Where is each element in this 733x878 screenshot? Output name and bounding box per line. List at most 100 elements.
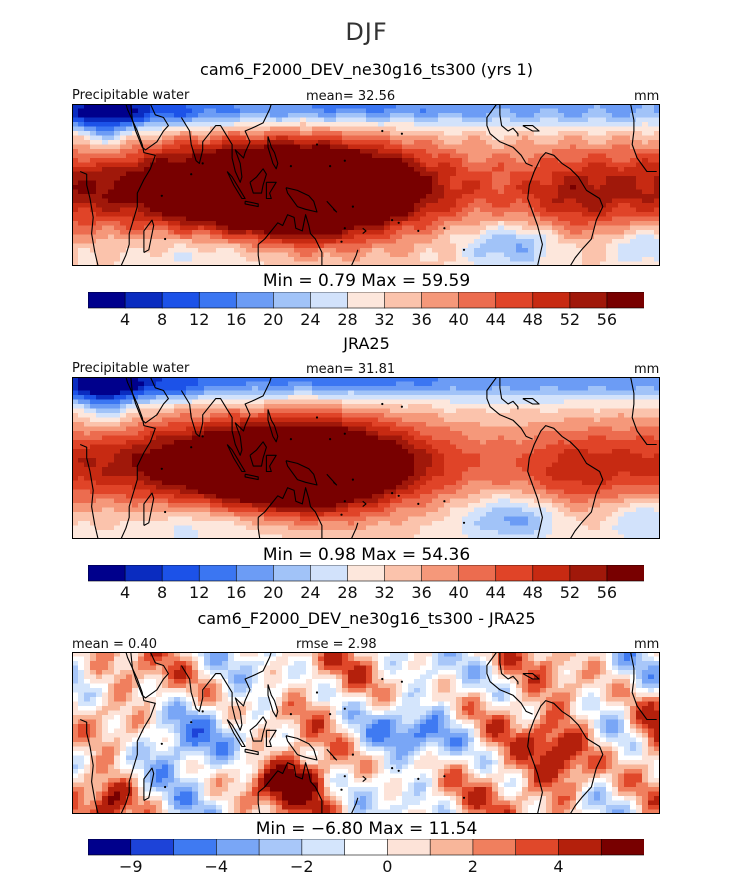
contour-cell: [612, 435, 619, 441]
contour-cell: [78, 239, 85, 245]
contour-cell: [462, 234, 469, 240]
contour-cell: [210, 435, 217, 441]
contour-cell: [306, 377, 313, 383]
contour-cell: [390, 261, 397, 266]
contour-cell: [252, 104, 259, 110]
contour-cell: [474, 413, 481, 419]
contour-cell: [258, 185, 265, 191]
contour-cell: [630, 207, 637, 213]
contour-cell: [276, 140, 283, 146]
contour-cell: [636, 185, 643, 191]
contour-cell: [528, 167, 535, 173]
contour-cell: [246, 381, 253, 387]
contour-cell: [438, 435, 445, 441]
contour-cell: [630, 108, 637, 114]
contour-cell: [216, 426, 223, 432]
contour-cell: [120, 377, 127, 383]
contour-cell: [384, 113, 391, 119]
contour-cell: [612, 117, 619, 123]
contour-cell: [114, 198, 121, 204]
contour-cell: [72, 194, 79, 200]
contour-cell: [312, 230, 319, 236]
contour-cell: [372, 117, 379, 123]
contour-cell: [510, 122, 517, 128]
contour-cell: [354, 381, 361, 387]
contour-cell: [450, 377, 457, 383]
contour-cell: [540, 212, 547, 218]
contour-cell: [432, 117, 439, 123]
contour-cell: [612, 243, 619, 249]
contour-cell: [402, 194, 409, 200]
contour-cell: [474, 185, 481, 191]
contour-cell: [336, 221, 343, 227]
contour-cell: [636, 395, 643, 401]
contour-cell: [276, 230, 283, 236]
contour-cell: [498, 408, 505, 414]
contour-cell: [186, 431, 193, 437]
contour-cell: [186, 104, 193, 110]
contour-cell: [240, 135, 247, 141]
contour-cell: [186, 185, 193, 191]
contour-cell: [132, 140, 139, 146]
contour-cell: [372, 431, 379, 437]
contour-cell: [504, 176, 511, 182]
contour-cell: [600, 131, 607, 137]
contour-cell: [150, 104, 157, 110]
contour-cell: [414, 221, 421, 227]
contour-cell: [414, 257, 421, 263]
contour-cell: [234, 408, 241, 414]
contour-cell: [396, 140, 403, 146]
contour-cell: [576, 252, 583, 258]
contour-cell: [408, 149, 415, 155]
contour-cell: [540, 144, 547, 150]
contour-cell: [444, 140, 451, 146]
contour-cell: [126, 431, 133, 437]
contour-cell: [498, 131, 505, 137]
contour-cell: [192, 207, 199, 213]
contour-cell: [432, 386, 439, 392]
contour-cell: [126, 390, 133, 396]
contour-cell: [534, 239, 541, 245]
contour-cell: [288, 386, 295, 392]
contour-cell: [192, 261, 199, 266]
contour-cell: [198, 230, 205, 236]
contour-cell: [378, 144, 385, 150]
contour-cell: [378, 408, 385, 414]
contour-cell: [648, 216, 655, 222]
contour-cell: [402, 185, 409, 191]
contour-cell: [252, 422, 259, 428]
contour-cell: [354, 167, 361, 173]
contour-cell: [270, 158, 277, 164]
contour-cell: [654, 225, 660, 231]
contour-cell: [486, 194, 493, 200]
contour-cell: [252, 408, 259, 414]
contour-cell: [234, 390, 241, 396]
contour-cell: [192, 395, 199, 401]
contour-cell: [498, 162, 505, 168]
contour-cell: [294, 185, 301, 191]
contour-cell: [480, 104, 487, 110]
contour-cell: [138, 239, 145, 245]
contour-cell: [108, 239, 115, 245]
contour-cell: [450, 149, 457, 155]
contour-cell: [444, 408, 451, 414]
contour-cell: [366, 140, 373, 146]
contour-cell: [468, 131, 475, 137]
contour-cell: [624, 113, 631, 119]
contour-cell: [564, 252, 571, 258]
contour-cell: [546, 180, 553, 186]
contour-cell: [462, 207, 469, 213]
contour-cell: [624, 426, 631, 432]
contour-cell: [510, 422, 517, 428]
contour-cell: [102, 194, 109, 200]
contour-cell: [396, 243, 403, 249]
contour-cell: [138, 435, 145, 441]
contour-cell: [150, 257, 157, 263]
contour-cell: [114, 417, 121, 423]
contour-cell: [390, 135, 397, 141]
contour-cell: [396, 413, 403, 419]
contour-cell: [312, 104, 319, 110]
contour-cell: [186, 404, 193, 410]
contour-cell: [246, 104, 253, 110]
contour-cell: [456, 426, 463, 432]
